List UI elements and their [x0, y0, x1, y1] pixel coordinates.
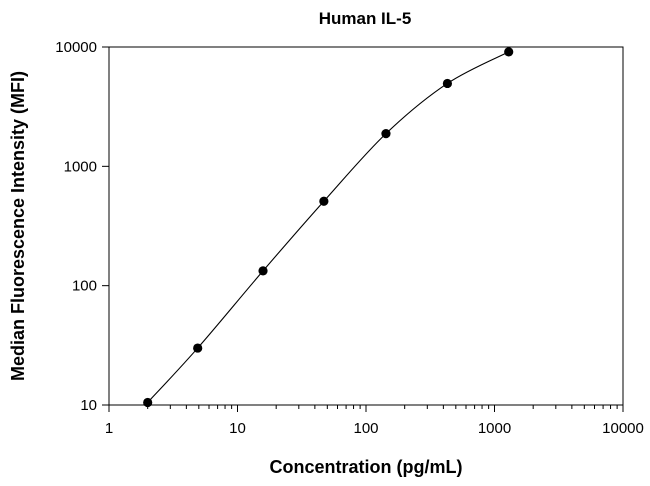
x-axis-label: Concentration (pg/mL): [270, 457, 463, 477]
x-axis-ticks: [108, 405, 624, 412]
plot-area: [108, 46, 624, 406]
data-point: [193, 343, 203, 353]
y-axis-tick-labels: 10 100 1000 10000: [55, 39, 97, 414]
y-tick-label: 100: [72, 278, 97, 295]
data-point: [442, 78, 453, 89]
y-tick-label: 10000: [55, 39, 97, 56]
x-axis-tick-labels: 1 10 100 1000 10000: [105, 420, 644, 437]
chart-title: Human IL-5: [319, 9, 412, 28]
x-tick-label: 100: [353, 420, 378, 437]
data-point: [319, 196, 329, 206]
data-point: [504, 47, 514, 57]
y-tick-label: 1000: [64, 158, 97, 175]
x-tick-label: 1: [105, 420, 113, 437]
y-tick-label: 10: [80, 397, 97, 414]
data-point: [143, 397, 153, 408]
y-axis-label: Median Fluorescence Intensity (MFI): [8, 71, 28, 381]
x-tick-label: 10: [229, 420, 246, 437]
data-point: [258, 266, 268, 276]
data-point: [381, 129, 391, 139]
data-points: [143, 47, 514, 408]
x-tick-label: 1000: [478, 420, 511, 437]
y-axis-ticks: [102, 46, 109, 406]
x-tick-label: 10000: [602, 420, 644, 437]
